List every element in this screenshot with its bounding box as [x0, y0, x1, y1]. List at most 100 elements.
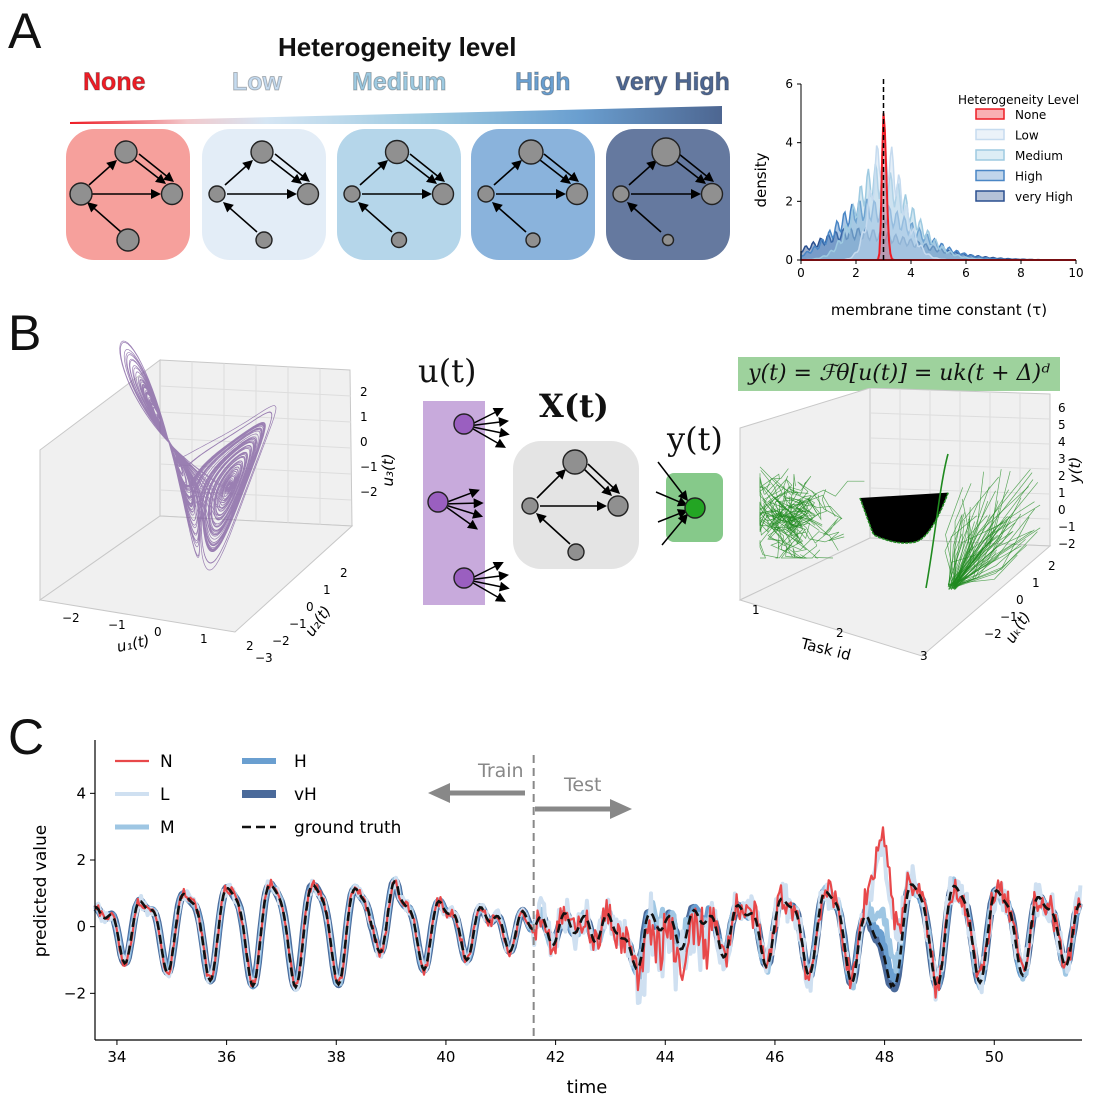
lorenz-trajectory	[119, 340, 277, 571]
prediction-legend-label: ground truth	[294, 818, 401, 838]
density-legend-swatch	[975, 149, 1005, 161]
test-label: Test	[563, 774, 601, 796]
train-arrow	[428, 783, 525, 803]
task-equation: y(t) = ℱθ[u(t)] = uk(t + Δ)ᵈ	[738, 357, 1060, 391]
density-legend-label: very High	[1015, 190, 1073, 204]
reservoir-box	[513, 441, 639, 569]
task-ytick: −1	[1000, 610, 1018, 624]
prediction-axes: 34 36 38 40 42 44 46 48 50 −2 0 2 4	[64, 740, 1082, 1066]
prediction-xtick: 38	[327, 1048, 346, 1066]
network-tile-veryhigh	[606, 129, 730, 260]
prediction-legend: NLM HvH ground truth	[115, 752, 401, 838]
density-legend-title: Heterogeneity Level	[958, 93, 1079, 107]
panel-b-letter: B	[8, 305, 42, 361]
lorenz-ytick: −1	[289, 617, 307, 631]
lorenz-ytick: −2	[272, 634, 290, 648]
lorenz-3d-plot: 210−1−2u₃(t)−2 −1 0 1 2u₁(t)210−1−2−3u₂(t)	[38, 340, 397, 665]
task-ztick: 2	[1058, 469, 1066, 483]
prediction-ytick: 4	[76, 784, 86, 802]
heterogeneity-title: Heterogeneity level	[278, 32, 517, 62]
prediction-xtick: 42	[546, 1048, 565, 1066]
density-xtick: 0	[797, 266, 805, 280]
prediction-ylabel: predicted value	[31, 825, 51, 957]
task-ztick: 4	[1058, 435, 1066, 449]
density-ytick: 2	[785, 194, 793, 208]
level-high-label: High	[515, 68, 572, 97]
lorenz-xtick: 1	[200, 632, 208, 646]
test-arrow	[535, 799, 632, 819]
lorenz-xlabel: u₁(t)	[115, 631, 151, 655]
lorenz-ztick: −2	[360, 485, 378, 499]
level-medium-label: Medium	[351, 68, 447, 97]
lorenz-xtick: −2	[62, 611, 80, 625]
prediction-xtick: 46	[765, 1048, 784, 1066]
input-box	[423, 401, 485, 605]
density-xlabel: membrane time constant (τ)	[831, 301, 1047, 319]
y-label: y(t)	[667, 420, 723, 458]
task-ytick: 2	[1048, 559, 1056, 573]
task-ztick: 5	[1058, 418, 1066, 432]
density-xtick: 8	[1017, 266, 1025, 280]
density-ytick: 6	[785, 77, 793, 91]
prediction-series-ground-truth	[94, 879, 1082, 990]
density-legend-swatch	[975, 128, 1005, 141]
lorenz-xtick: 0	[154, 625, 162, 639]
level-low-label: Low	[232, 68, 283, 97]
output-box	[666, 473, 723, 542]
prediction-legend-label: L	[160, 785, 170, 805]
density-legend-swatch	[975, 108, 1005, 120]
density-xtick: 10	[1068, 266, 1083, 280]
lorenz-ztick: −1	[360, 460, 378, 474]
task-ytick: 1	[1032, 576, 1040, 590]
density-chart: 0 2 4 6 8 10 0 2 4 6 density membrane time consta…	[752, 77, 1084, 319]
level-veryhigh-label: very High	[616, 68, 731, 97]
task-ztick: 3	[1058, 452, 1066, 466]
u-label: u(t)	[418, 352, 477, 390]
density-ytick: 4	[785, 136, 793, 150]
task-xlabel: Task id	[798, 634, 853, 664]
x-label: X(t)	[539, 387, 609, 425]
prediction-legend-label: M	[160, 818, 175, 838]
lorenz-xtick: −1	[108, 618, 126, 632]
prediction-xtick: 36	[217, 1048, 236, 1066]
task-ztick: −2	[1058, 537, 1076, 551]
lorenz-ztick: 1	[360, 410, 368, 424]
density-legend: Heterogeneity Level None Low Medium High ver…	[958, 93, 1079, 204]
prediction-ytick: −2	[64, 984, 86, 1002]
lorenz-ytick: 2	[340, 566, 348, 580]
network-tile-high	[471, 129, 595, 260]
prediction-xtick: 44	[656, 1048, 675, 1066]
panel-a-letter: A	[8, 3, 42, 59]
task-ytick: −2	[984, 627, 1002, 641]
network-tile-low	[202, 129, 326, 260]
density-xtick: 2	[852, 266, 860, 280]
prediction-xtick: 40	[436, 1048, 455, 1066]
density-xtick: 4	[907, 266, 915, 280]
task-xtick: 3	[920, 649, 928, 663]
prediction-xtick: 48	[875, 1048, 894, 1066]
panel-c-letter: C	[8, 709, 45, 765]
prediction-xtick: 50	[985, 1048, 1004, 1066]
prediction-legend-label: H	[294, 752, 307, 772]
prediction-legend-label: vH	[294, 785, 317, 805]
density-legend-swatch	[975, 190, 1005, 202]
task-zlabel: y(t)	[1066, 457, 1084, 484]
density-axes: 0 2 4 6 8 10 0 2 4 6	[785, 77, 1083, 280]
level-none-label: None	[83, 68, 146, 97]
prediction-legend-label: N	[160, 752, 173, 772]
task-2-curve	[859, 492, 949, 544]
density-legend-swatch	[975, 169, 1005, 182]
density-legend-label: High	[1015, 170, 1043, 184]
network-tile-none	[66, 129, 190, 260]
train-label: Train	[477, 760, 524, 782]
task-ytick: 0	[1016, 593, 1024, 607]
density-legend-label: Low	[1015, 129, 1039, 143]
axis-pane	[38, 515, 354, 633]
density-ylabel: density	[752, 152, 770, 207]
density-ytick: 0	[785, 253, 793, 267]
lorenz-ytick: 0	[306, 600, 314, 614]
task-2-tail	[925, 453, 949, 589]
density-legend-label: Medium	[1015, 149, 1063, 163]
task-ztick: 6	[1058, 401, 1066, 415]
